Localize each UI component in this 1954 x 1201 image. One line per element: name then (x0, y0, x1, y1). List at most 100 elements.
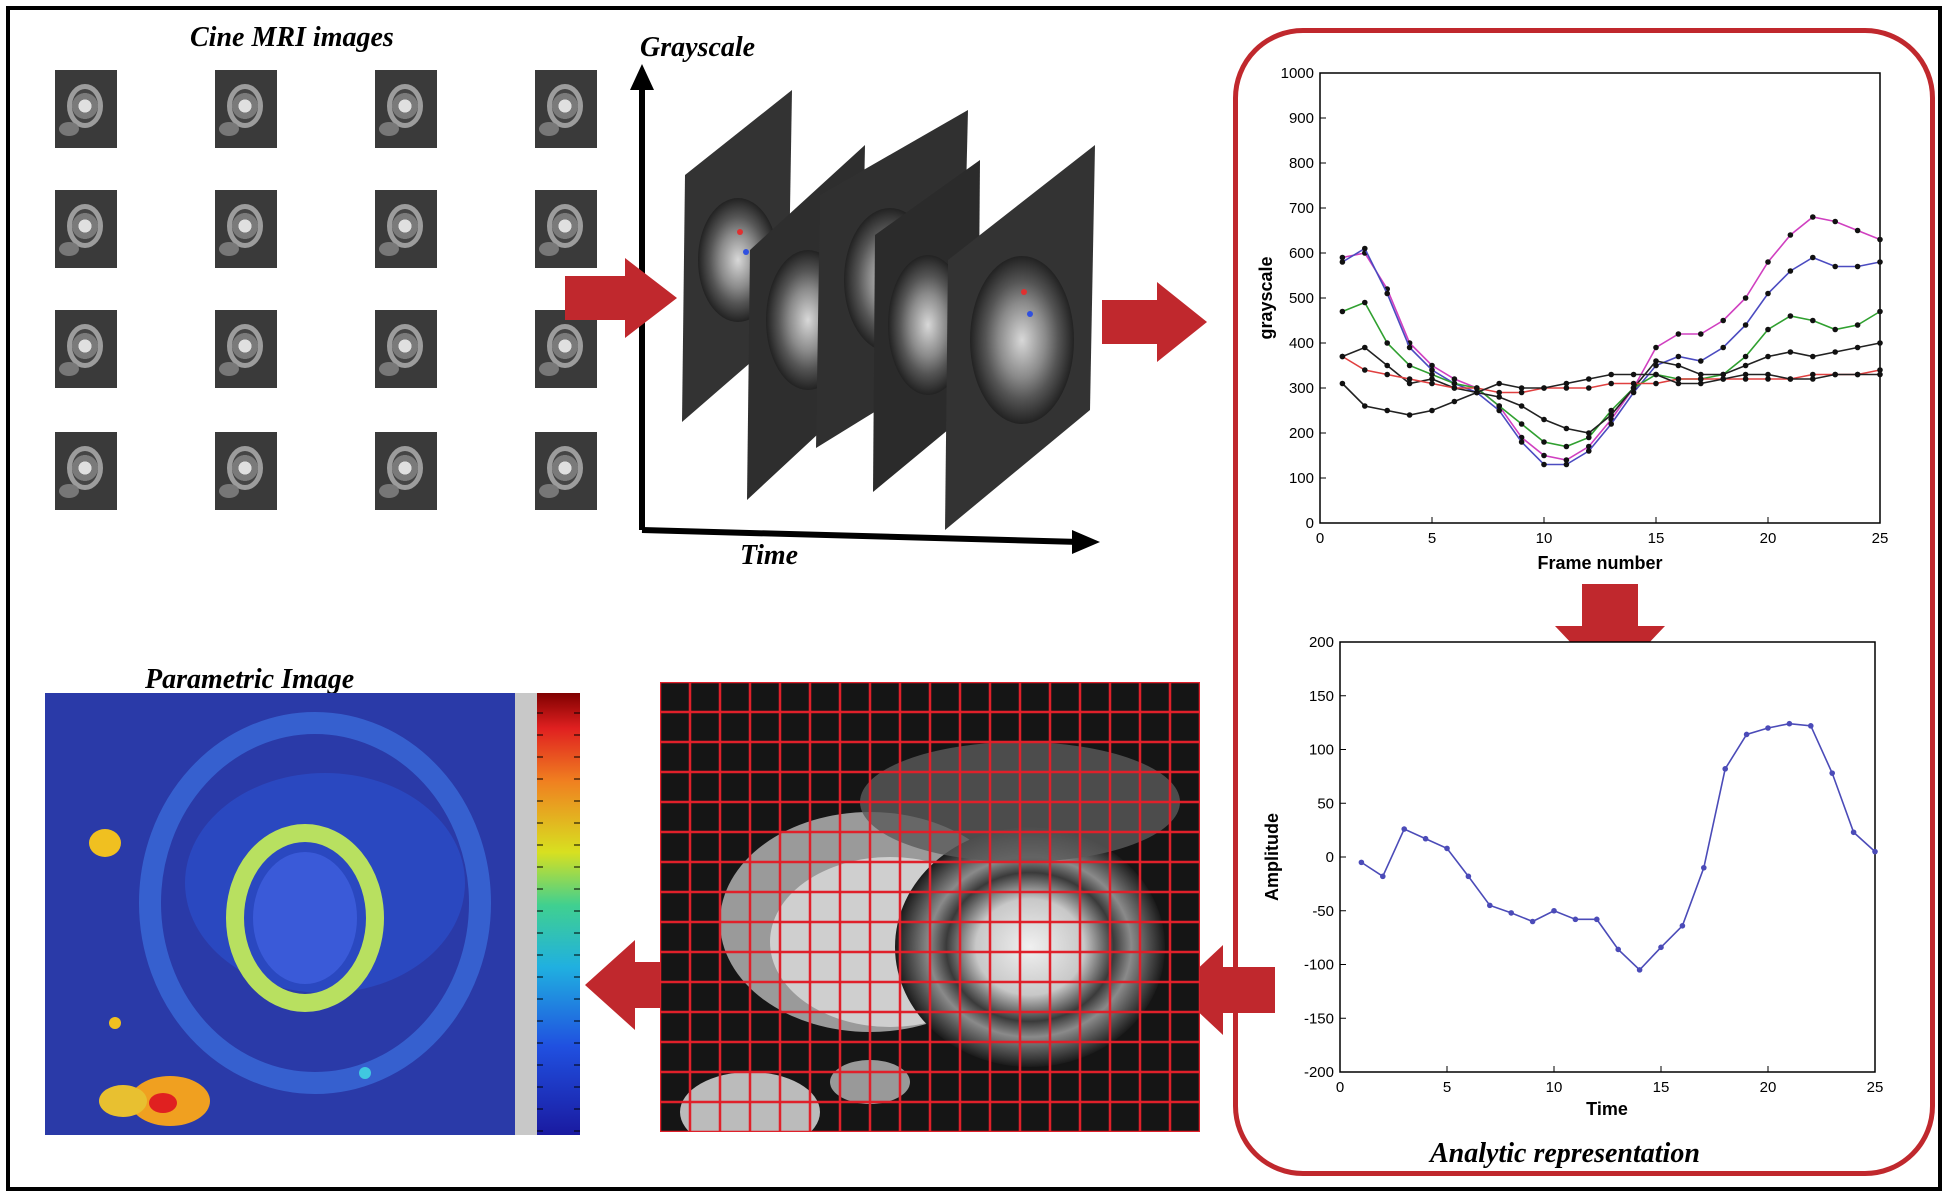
grayscale-chart-point (1406, 380, 1413, 387)
grayscale-chart-point (1429, 376, 1435, 382)
grayscale-chart-point (1406, 344, 1413, 351)
amplitude-chart-xtick-label: 20 (1760, 1079, 1777, 1096)
cine-thumbnail (535, 432, 597, 510)
grayscale-axis-label: Grayscale (640, 32, 756, 63)
grayscale-chart-point (1653, 371, 1659, 378)
grayscale-chart-point (1429, 407, 1435, 414)
grayscale-chart-point (1429, 380, 1435, 387)
grayscale-chart-point (1518, 389, 1525, 396)
grayscale-chart-point (1563, 380, 1570, 387)
amplitude-chart-point (1722, 766, 1728, 772)
grayscale-chart-point (1854, 263, 1861, 270)
grayscale-chart-point (1608, 407, 1614, 414)
grayscale-chart-point (1563, 461, 1570, 468)
amplitude-chart-point (1765, 725, 1771, 731)
time-axis-label: Time (740, 540, 799, 571)
analytic-box (1233, 28, 1935, 1176)
grayscale-chart-point (1765, 353, 1771, 360)
amplitude-chart-ytick-label: 100 (1309, 742, 1334, 759)
amplitude-chart-point (1679, 923, 1686, 929)
grayscale-chart-point (1474, 385, 1480, 391)
grayscale-chart-ytick-label: 900 (1289, 110, 1314, 127)
grayscale-chart-point (1653, 344, 1659, 351)
grayscale-chart-point (1630, 371, 1637, 378)
grayscale-chart-point (1474, 389, 1480, 396)
amplitude-chart-point (1572, 916, 1579, 923)
amplitude-chart-point (1829, 770, 1835, 776)
figure-frame (6, 6, 1942, 1191)
amplitude-chart-point (1636, 967, 1643, 973)
grayscale-chart-point (1339, 353, 1346, 360)
arrow-down (1555, 584, 1665, 684)
grayscale-chart-point (1586, 448, 1592, 454)
grayscale-chart-point (1563, 457, 1570, 463)
amplitude-chart-xtick-label: 5 (1443, 1079, 1451, 1096)
amplitude-chart-point (1401, 826, 1407, 832)
grayscale-chart-point (1653, 380, 1659, 387)
grayscale-chart-point (1339, 308, 1346, 315)
grayscale-chart-point (1429, 362, 1435, 369)
grayscale-chart-point (1496, 389, 1502, 396)
stacked-frames-diagram (630, 64, 1100, 554)
grayscale-chart-xtick-label: 10 (1536, 530, 1553, 547)
grayscale-chart-point (1787, 313, 1794, 319)
grayscale-chart-point (1496, 407, 1502, 414)
grayscale-chart-ytick-label: 400 (1289, 335, 1314, 352)
grayscale-chart-ytick-label: 500 (1289, 290, 1314, 307)
grayscale-chart-point (1563, 385, 1570, 391)
grayscale-chart-point (1339, 259, 1346, 265)
grayscale-chart-point (1608, 371, 1614, 378)
amplitude-chart-xtick-label: 15 (1653, 1079, 1670, 1096)
grayscale-chart-point (1541, 461, 1547, 468)
time-axis-line (641, 527, 1081, 545)
amplitude-chart-ytick-label: -200 (1304, 1064, 1334, 1081)
amplitude-chart-ytick-label: -100 (1304, 957, 1334, 974)
grayscale-chart-point (1518, 439, 1525, 445)
cine-thumbnail (215, 190, 277, 268)
amplitude-chart-point (1529, 918, 1536, 925)
mri-frame-5 (945, 145, 1095, 530)
grayscale-chart-point (1787, 232, 1794, 238)
grayscale-chart-point (1854, 322, 1861, 328)
grayscale-chart-point (1698, 371, 1704, 378)
grayscale-chart: 0 5 10 15 20 25 0 100 200 300 400 500 600 700 800 900 10… (1256, 65, 1888, 573)
grayscale-chart-point (1384, 371, 1390, 378)
amplitude-chart-point (1701, 864, 1707, 871)
amplitude-chart-point (1444, 845, 1450, 852)
grayscale-chart-point (1384, 407, 1390, 414)
grayscale-chart-point (1541, 439, 1547, 445)
grayscale-chart-point (1429, 367, 1435, 373)
grayscale-chart-point (1339, 254, 1346, 261)
amplitude-chart-point (1551, 907, 1557, 914)
amplitude-chart-ylabel: Amplitude (1262, 813, 1282, 901)
grayscale-chart-point (1518, 421, 1525, 427)
grayscale-chart-point (1877, 371, 1883, 378)
grayscale-chart-point (1518, 403, 1525, 409)
arrow-right-1 (565, 258, 677, 338)
time-axis-arrowhead (1072, 530, 1100, 554)
amplitude-chart-point (1808, 723, 1814, 729)
grayscale-chart-point (1877, 308, 1883, 315)
grayscale-chart-point (1586, 376, 1592, 382)
cine-thumbnail (375, 70, 437, 148)
grayscale-chart-point (1362, 344, 1368, 351)
grayscale-chart-ytick-label: 800 (1289, 155, 1314, 172)
amplitude-chart-point (1743, 731, 1750, 738)
amplitude-chart-point (1850, 829, 1857, 836)
grayscale-chart-point (1406, 412, 1413, 418)
amplitude-chart-ytick-label: 150 (1309, 688, 1334, 705)
grayscale-chart-point (1362, 245, 1368, 252)
grayscale-chart-point (1563, 425, 1570, 432)
cine-thumbnail (375, 432, 437, 510)
parametric-image-label: Parametric Image (145, 664, 355, 695)
grayscale-chart-point (1541, 452, 1547, 459)
amplitude-chart: 0 5 10 15 20 25 -200 -150 -100 -50 0 50 100 150 200 Ti… (1262, 634, 1883, 1119)
grayscale-chart-xlabel: Frame number (1537, 553, 1662, 573)
grayscale-chart-point (1384, 362, 1390, 369)
grayscale-chart-point (1698, 380, 1704, 387)
grayscale-chart-point (1541, 385, 1547, 391)
grayscale-chart-point (1698, 376, 1704, 382)
amplitude-chart-ytick-label: 0 (1326, 849, 1334, 866)
grayscale-chart-point (1339, 380, 1346, 387)
grayscale-chart-point (1877, 367, 1883, 373)
